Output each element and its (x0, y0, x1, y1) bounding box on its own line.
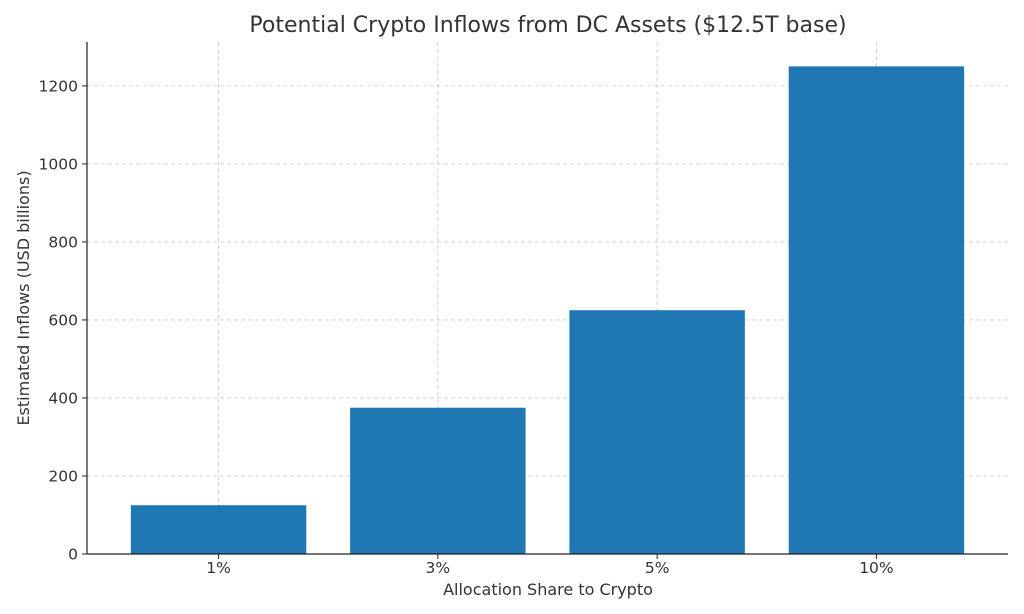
axes (86, 42, 1008, 555)
chart-title: Potential Crypto Inflows from DC Assets … (249, 13, 846, 38)
y-tick-label: 600 (48, 311, 78, 329)
y-tick-label: 0 (68, 546, 78, 564)
x-tick-label: 1% (206, 559, 231, 577)
y-tick-label: 400 (48, 389, 78, 407)
y-tick-label: 1200 (39, 77, 78, 95)
x-tick-label: 10% (859, 559, 893, 577)
bar (350, 407, 526, 554)
y-ticks: 0 200 400 600 800 1000 1200 (39, 77, 87, 564)
bar (569, 310, 745, 554)
x-tick-label: 3% (426, 559, 451, 577)
bars (130, 66, 965, 554)
x-ticks: 1% 3% 5% 10% (206, 554, 894, 577)
y-tick-label: 1000 (39, 155, 78, 173)
y-tick-label: 800 (48, 233, 78, 251)
x-axis-label: Allocation Share to Crypto (443, 580, 653, 599)
y-axis-label: Estimated Inflows (USD billions) (14, 170, 33, 425)
bar (788, 66, 965, 554)
y-tick-label: 200 (48, 467, 78, 485)
x-tick-label: 5% (645, 559, 670, 577)
bar (130, 505, 307, 554)
